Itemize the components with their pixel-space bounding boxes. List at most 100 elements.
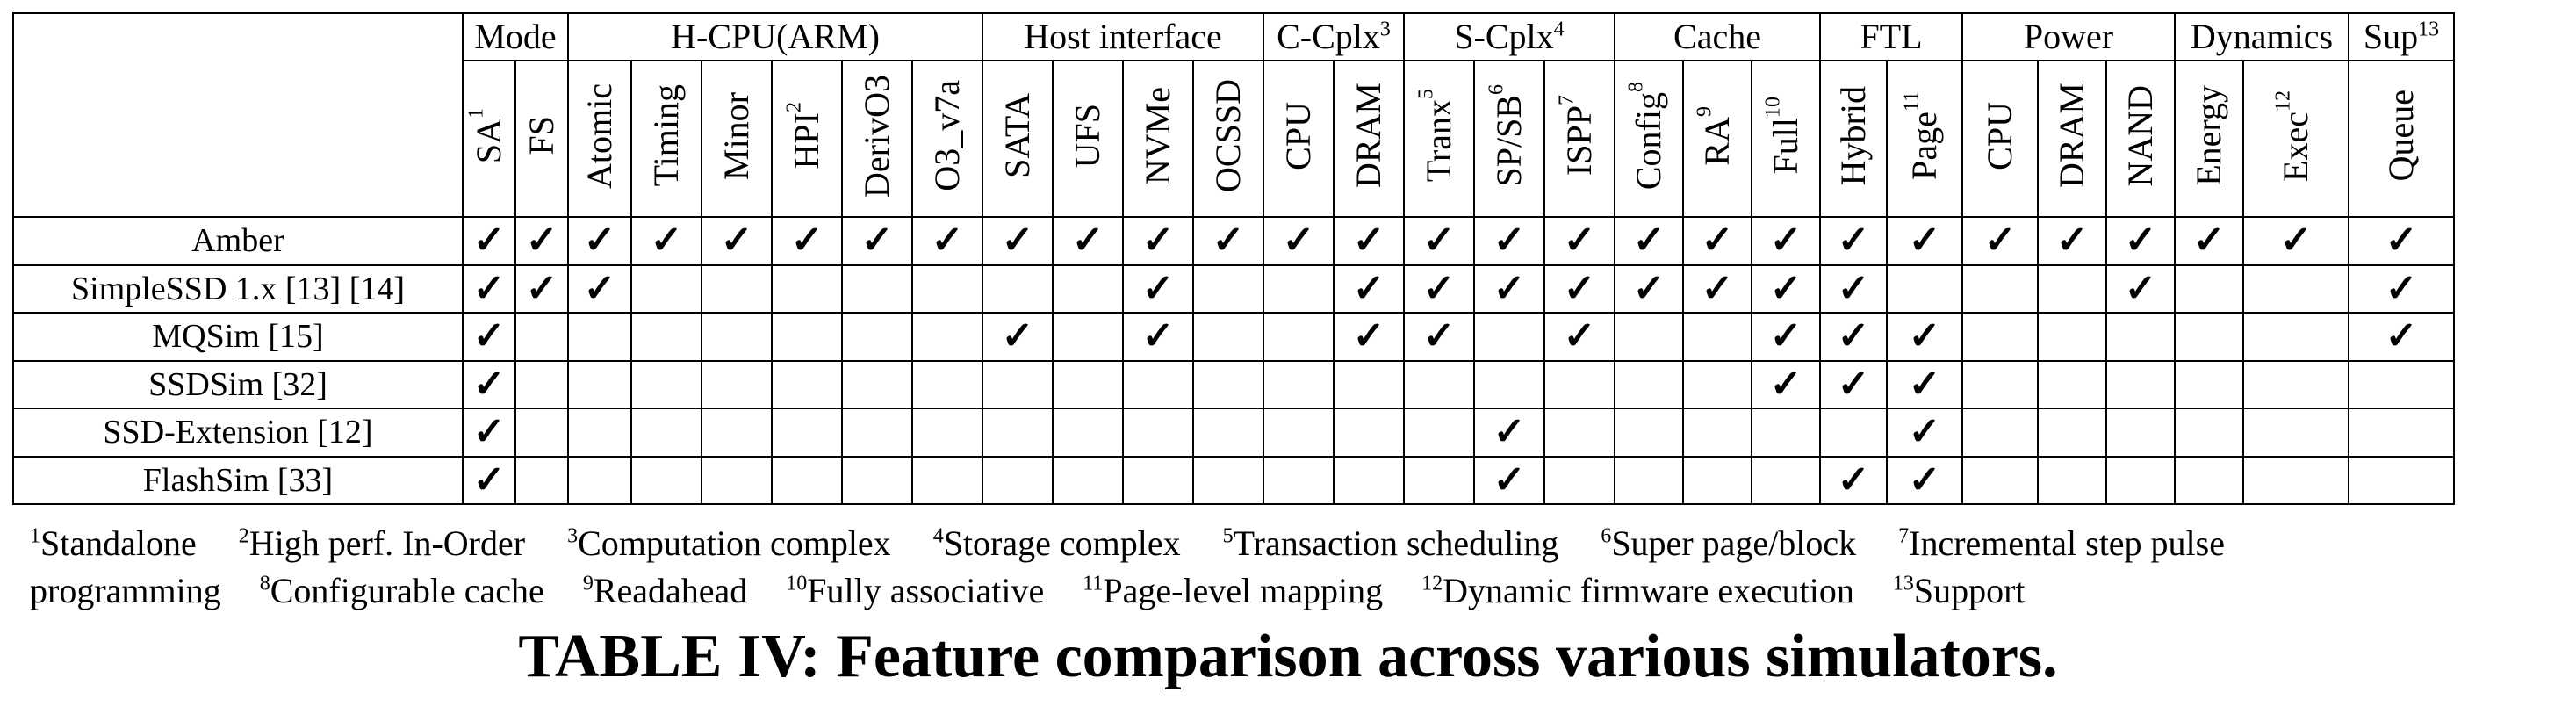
header-label: SA	[469, 118, 508, 164]
header-label: C-Cplx	[1277, 17, 1380, 56]
empty-cell	[514, 312, 569, 362]
footnote-13: 13Support	[1893, 567, 2026, 615]
header-label: ISPP	[1559, 105, 1599, 177]
column-header-text: O3_v7a	[927, 80, 967, 191]
checkmark-icon: ✓	[1333, 216, 1405, 266]
checkmark-icon: ✓	[1192, 216, 1264, 266]
column-header-tranx: Tranx5	[1403, 60, 1475, 218]
header-label: Minor	[716, 91, 756, 180]
checkmark-icon: ✓	[462, 455, 516, 505]
header-label: Config	[1629, 91, 1668, 191]
footnote-number: 12	[1421, 572, 1443, 595]
footnote-number: 13	[1892, 572, 1914, 595]
checkmark-icon: ✓	[1886, 455, 1963, 505]
column-header-cpu: CPU	[1263, 60, 1335, 218]
empty-cell	[2037, 312, 2107, 362]
empty-cell	[2348, 455, 2455, 505]
empty-cell	[1122, 408, 1194, 458]
empty-cell	[630, 359, 702, 409]
checkmark-icon: ✓	[1819, 216, 1888, 266]
column-header-text: RA9	[1694, 106, 1737, 166]
footnote-text: Readahead	[593, 571, 748, 610]
header-label: Page	[1904, 112, 1944, 180]
checkmark-icon: ✓	[514, 263, 569, 314]
checkmark-icon: ✓	[1682, 263, 1752, 314]
header-label: OCSSD	[1208, 79, 1248, 192]
header-label: Host interface	[1024, 17, 1222, 56]
empty-cell	[567, 455, 632, 505]
footnote-marker: 2	[782, 102, 806, 113]
footnote-number: 3	[567, 524, 579, 548]
footnote-number: 1	[30, 524, 40, 548]
checkmark-icon: ✓	[462, 408, 516, 458]
footnote-marker: 8	[1624, 81, 1648, 92]
column-header-text: Energy	[2189, 85, 2228, 186]
column-header-derivo3: DerivO3	[841, 60, 913, 218]
column-header-config: Config8	[1614, 60, 1684, 218]
checkmark-icon: ✓	[2242, 216, 2349, 266]
checkmark-icon: ✓	[1886, 359, 1963, 409]
footnote-continuation: programming	[30, 571, 221, 610]
empty-cell	[1263, 408, 1335, 458]
checkmark-icon: ✓	[1122, 263, 1194, 314]
empty-cell	[771, 312, 843, 362]
header-label: O3_v7a	[927, 80, 967, 191]
footnote-number: 9	[582, 572, 594, 595]
header-label: SP/SB	[1489, 95, 1529, 187]
footnote-number: 7	[1898, 524, 1910, 548]
empty-cell	[630, 455, 702, 505]
empty-cell	[982, 408, 1054, 458]
empty-cell	[1961, 455, 2039, 505]
checkmark-icon: ✓	[982, 216, 1054, 266]
empty-cell	[1192, 312, 1264, 362]
footnote-number: 2	[238, 524, 249, 548]
column-header-text: SATA	[997, 93, 1037, 178]
empty-cell	[1052, 408, 1124, 458]
empty-cell	[2174, 408, 2244, 458]
empty-cell	[841, 408, 913, 458]
column-header-nand: NAND	[2105, 60, 2176, 218]
checkmark-icon: ✓	[1886, 216, 1963, 266]
empty-cell	[771, 359, 843, 409]
header-label: NAND	[2120, 84, 2160, 187]
footnote-12: 12Dynamic firmware execution	[1421, 567, 1854, 615]
footnote-line-1: 1Standalone 2High perf. In-Order 3Computat…	[30, 520, 2558, 567]
column-header-text: Queue	[2381, 90, 2421, 181]
simulator-name: SSD-Extension [12]	[12, 408, 464, 458]
column-header-text: HPI2	[783, 102, 826, 169]
empty-cell	[2348, 408, 2455, 458]
column-header-cpu: CPU	[1961, 60, 2039, 218]
header-label: SATA	[997, 93, 1037, 178]
table-row: MQSim [15] ✓ ✓ ✓ ✓ ✓ ✓ ✓ ✓ ✓ ✓	[12, 312, 2526, 362]
empty-cell	[1682, 359, 1752, 409]
column-header-exec: Exec12	[2242, 60, 2349, 218]
footnote-text: Computation complex	[578, 523, 891, 563]
empty-cell	[2348, 359, 2455, 409]
column-header-timing: Timing	[630, 60, 702, 218]
footnote-5: 5Transaction scheduling	[1223, 520, 1559, 567]
column-header-text: Atomic	[579, 83, 619, 189]
footnote-text: Page-level mapping	[1103, 571, 1384, 610]
column-header-text: DerivO3	[857, 75, 896, 198]
header-label: NVMe	[1138, 86, 1177, 185]
empty-cell	[1263, 455, 1335, 505]
column-header-text: CPU	[1980, 102, 2019, 170]
corner-cell	[12, 12, 464, 218]
column-header-dram: DRAM	[1333, 60, 1405, 218]
footnote-11: 11Page-level mapping	[1083, 567, 1383, 615]
header-label: UFS	[1068, 103, 1107, 169]
column-header-ispp: ISPP7	[1543, 60, 1615, 218]
checkmark-icon: ✓	[771, 216, 843, 266]
empty-cell	[771, 408, 843, 458]
empty-cell	[2174, 312, 2244, 362]
empty-cell	[911, 455, 983, 505]
column-header-atomic: Atomic	[567, 60, 632, 218]
column-header-text: SA1	[465, 108, 508, 164]
empty-cell	[1192, 408, 1264, 458]
group-header-mode: Mode	[462, 12, 569, 61]
checkmark-icon: ✓	[2174, 216, 2244, 266]
column-header-text: Hybrid	[1833, 86, 1873, 185]
empty-cell	[911, 312, 983, 362]
empty-cell	[630, 312, 702, 362]
empty-cell	[1263, 263, 1335, 314]
